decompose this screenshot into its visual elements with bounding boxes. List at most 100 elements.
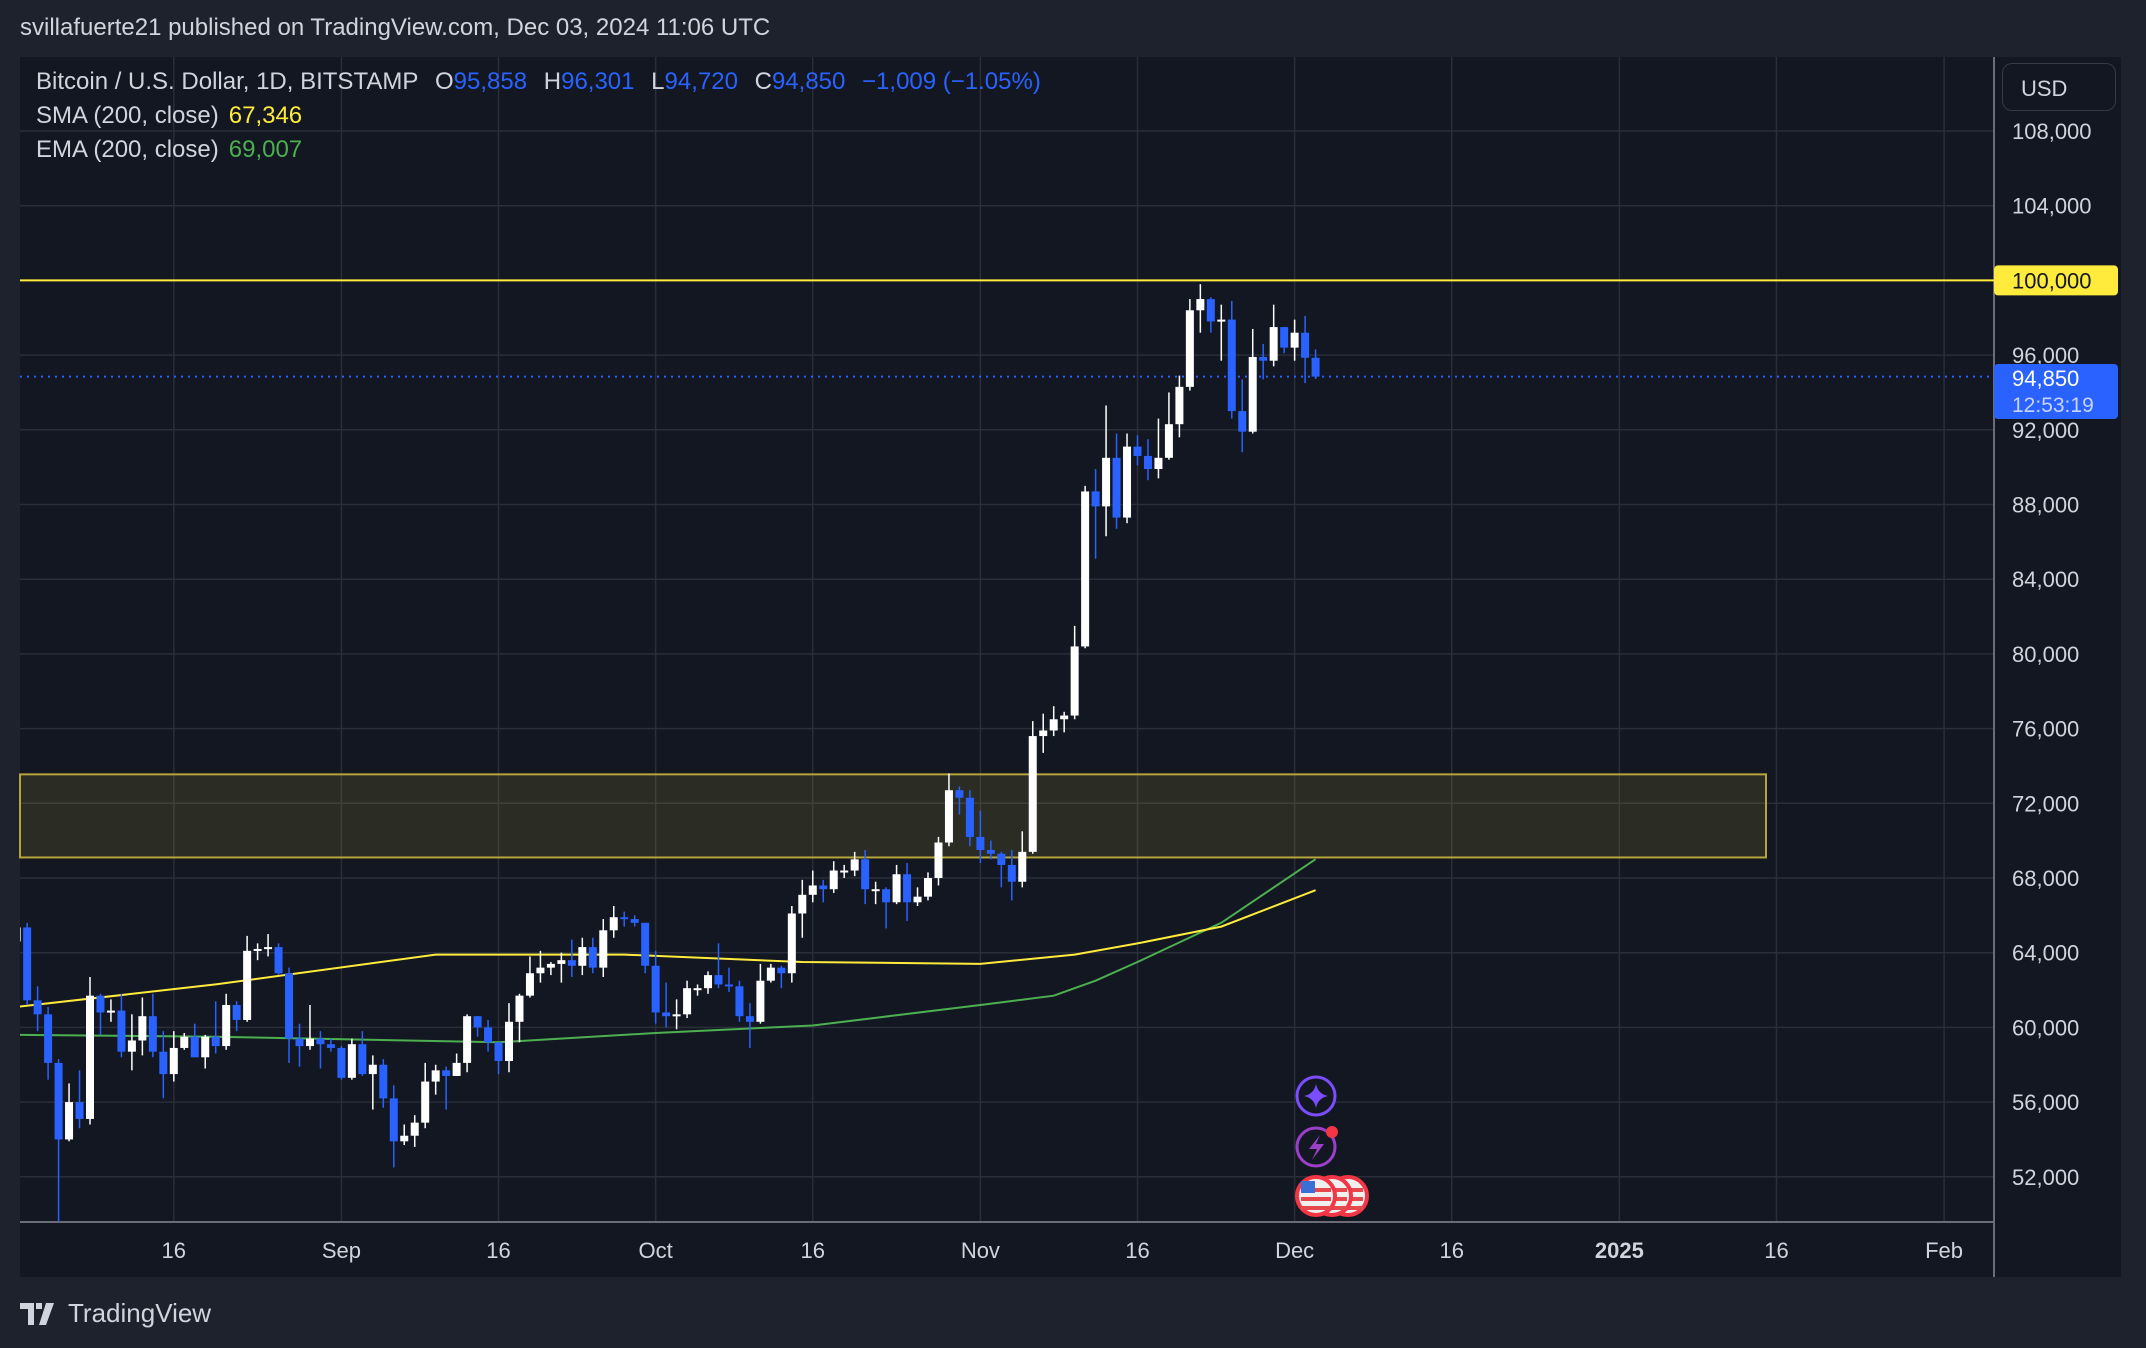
candle-body[interactable]: [1248, 356, 1257, 432]
candle-body[interactable]: [337, 1047, 346, 1078]
candle-body[interactable]: [1227, 319, 1236, 412]
candle-body[interactable]: [934, 842, 943, 878]
candle-body[interactable]: [704, 975, 713, 989]
candle-body[interactable]: [1238, 411, 1247, 432]
candle-body[interactable]: [326, 1044, 335, 1048]
candle-body[interactable]: [892, 874, 901, 903]
candle-body[interactable]: [463, 1016, 472, 1063]
candle-body[interactable]: [484, 1027, 493, 1043]
sma-200-line[interactable]: [17, 889, 1316, 1008]
candle-body[interactable]: [672, 1014, 681, 1017]
candle-body[interactable]: [525, 973, 534, 996]
candle-body[interactable]: [735, 986, 744, 1017]
candle-body[interactable]: [159, 1051, 168, 1075]
candle-body[interactable]: [683, 988, 692, 1015]
ema-legend[interactable]: EMA (200, close) 69,007: [36, 136, 312, 164]
candle-body[interactable]: [400, 1135, 409, 1142]
candle-body[interactable]: [473, 1016, 482, 1028]
candle-body[interactable]: [777, 967, 786, 974]
candle-body[interactable]: [180, 1036, 189, 1048]
tradingview-logo[interactable]: TradingView: [20, 1298, 211, 1329]
candle-body[interactable]: [1259, 356, 1268, 361]
candle-body[interactable]: [494, 1042, 503, 1062]
candle-body[interactable]: [714, 975, 723, 985]
candle-body[interactable]: [253, 948, 262, 951]
candle-body[interactable]: [620, 917, 629, 920]
support-zone[interactable]: [19, 773, 1767, 859]
candle-body[interactable]: [976, 836, 985, 850]
candle-body[interactable]: [1028, 736, 1037, 852]
candle-body[interactable]: [1081, 491, 1090, 647]
candle-body[interactable]: [44, 1014, 53, 1063]
candle-body[interactable]: [766, 967, 775, 981]
candle-body[interactable]: [13, 927, 21, 942]
candle-body[interactable]: [808, 885, 817, 895]
candle-body[interactable]: [232, 1004, 241, 1020]
candle-body[interactable]: [997, 853, 1006, 865]
candle-body[interactable]: [389, 1098, 398, 1142]
candle-body[interactable]: [316, 1038, 325, 1045]
candle-body[interactable]: [567, 960, 576, 966]
candle-body[interactable]: [190, 1036, 199, 1058]
candle-body[interactable]: [505, 1021, 513, 1062]
candle-body[interactable]: [588, 947, 597, 968]
candle-body[interactable]: [33, 1000, 42, 1015]
candle-body[interactable]: [368, 1064, 377, 1075]
candle-body[interactable]: [651, 965, 660, 1013]
candle-body[interactable]: [54, 1062, 63, 1140]
candle-body[interactable]: [75, 1102, 84, 1119]
candle-body[interactable]: [882, 889, 891, 903]
candle-body[interactable]: [379, 1064, 388, 1099]
symbol-name[interactable]: Bitcoin / U.S. Dollar, 1D, BITSTAMP: [36, 68, 419, 95]
candle-body[interactable]: [1039, 730, 1048, 737]
candle-body[interactable]: [138, 1016, 147, 1041]
candle-body[interactable]: [1217, 319, 1226, 322]
candle-body[interactable]: [1175, 386, 1184, 425]
candle-body[interactable]: [1290, 332, 1299, 348]
candle-body[interactable]: [599, 930, 608, 968]
candle-body[interactable]: [515, 995, 524, 1022]
candle-body[interactable]: [347, 1044, 356, 1078]
candle-body[interactable]: [274, 947, 283, 974]
candle-body[interactable]: [358, 1044, 367, 1075]
candle-body[interactable]: [840, 870, 849, 873]
candle-body[interactable]: [630, 919, 639, 923]
candle-body[interactable]: [724, 984, 733, 987]
candle-body[interactable]: [96, 995, 105, 1013]
ema-200-line[interactable]: [17, 858, 1317, 1044]
candle-body[interactable]: [1112, 457, 1121, 518]
candle-body[interactable]: [1133, 446, 1142, 456]
candle-body[interactable]: [546, 963, 555, 968]
candle-body[interactable]: [829, 870, 838, 890]
candle-body[interactable]: [557, 960, 566, 964]
candle-body[interactable]: [1049, 719, 1058, 731]
candle-body[interactable]: [295, 1038, 304, 1047]
candle-body[interactable]: [1091, 491, 1100, 507]
candle-body[interactable]: [1007, 864, 1016, 882]
candle-body[interactable]: [1280, 327, 1289, 348]
candle-body[interactable]: [1185, 310, 1194, 387]
candle-body[interactable]: [285, 973, 294, 1039]
candle-body[interactable]: [536, 967, 545, 974]
candle-body[interactable]: [421, 1081, 430, 1123]
candle-body[interactable]: [1269, 327, 1278, 361]
candle-body[interactable]: [1143, 455, 1152, 470]
candle-body[interactable]: [148, 1016, 157, 1052]
candle-body[interactable]: [903, 874, 912, 903]
candle-body[interactable]: [955, 790, 964, 798]
candle-body[interactable]: [264, 947, 273, 950]
candle-body[interactable]: [1060, 715, 1069, 720]
candle-body[interactable]: [65, 1102, 74, 1140]
candle-body[interactable]: [452, 1062, 461, 1076]
candle-body[interactable]: [944, 790, 953, 843]
candle-body[interactable]: [1164, 424, 1173, 458]
currency-button[interactable]: USD: [2002, 63, 2116, 111]
candle-body[interactable]: [106, 1010, 115, 1013]
candle-body[interactable]: [787, 913, 796, 974]
candle-body[interactable]: [745, 1016, 754, 1022]
candle-body[interactable]: [819, 885, 828, 890]
candle-body[interactable]: [693, 988, 702, 991]
candle-body[interactable]: [609, 917, 618, 931]
candle-body[interactable]: [1102, 457, 1111, 507]
